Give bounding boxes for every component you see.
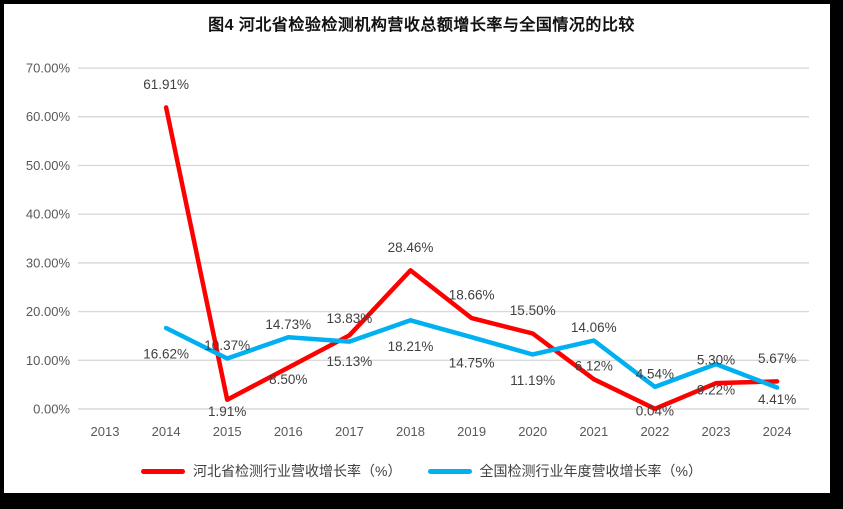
data-label: 0.04% xyxy=(636,403,674,418)
data-label: 14.75% xyxy=(449,356,495,371)
y-axis-tick-label: 20.00% xyxy=(26,304,71,319)
data-label: 1.91% xyxy=(208,404,246,419)
legend-item-hebei: 河北省检测行业营收增长率（%） xyxy=(141,461,402,481)
data-label: 6.12% xyxy=(575,359,613,374)
national-line-swatch xyxy=(427,468,472,474)
data-label: 5.67% xyxy=(758,351,796,366)
data-label: 4.41% xyxy=(758,392,796,407)
y-axis-tick-label: 30.00% xyxy=(26,255,71,270)
data-label: 28.46% xyxy=(388,240,434,255)
hebei-series-line xyxy=(163,105,780,412)
data-label: 61.91% xyxy=(143,77,189,92)
chart-background-panel xyxy=(4,4,830,493)
data-label: 4.54% xyxy=(636,366,674,381)
x-axis-tick-label: 2021 xyxy=(579,424,608,439)
y-axis-tick-label: 60.00% xyxy=(26,109,71,124)
data-label: 11.19% xyxy=(510,373,555,388)
data-label: 14.06% xyxy=(571,320,617,335)
national-series-line xyxy=(163,318,780,390)
y-axis-tick-label: 0.00% xyxy=(33,402,70,417)
chart-legend: 河北省检测行业营收增长率（%） 全国检测行业年度营收增长率（%） xyxy=(0,461,843,481)
data-label: 15.50% xyxy=(510,303,556,318)
data-label: 16.62% xyxy=(143,347,189,362)
x-axis-tick-label: 2024 xyxy=(763,424,792,439)
data-label: 8.50% xyxy=(269,372,307,387)
data-label: 18.21% xyxy=(388,339,434,354)
x-axis-tick-label: 2020 xyxy=(518,424,547,439)
x-axis-tick-label: 2013 xyxy=(91,424,120,439)
y-axis-tick-label: 50.00% xyxy=(26,158,71,173)
x-axis-tick-label: 2022 xyxy=(640,424,669,439)
legend-label-hebei: 河北省检测行业营收增长率（%） xyxy=(193,463,402,479)
legend-item-national: 全国检测行业年度营收增长率（%） xyxy=(427,461,702,481)
data-label: 13.83% xyxy=(327,311,373,326)
data-label: 10.37% xyxy=(204,338,250,353)
y-axis-tick-label: 40.00% xyxy=(26,207,71,222)
data-label: 18.66% xyxy=(449,288,495,303)
x-axis-tick-label: 2019 xyxy=(457,424,486,439)
chart-title: 图4 河北省检验检测机构营收总额增长率与全国情况的比较 xyxy=(208,17,635,34)
data-label: 15.13% xyxy=(327,354,373,369)
x-axis-tick-label: 2015 xyxy=(213,424,242,439)
hebei-line-swatch xyxy=(141,468,186,474)
x-axis-tick-label: 2018 xyxy=(396,424,425,439)
data-label: 9.22% xyxy=(697,383,735,398)
data-label: 5.30% xyxy=(697,353,735,368)
x-axis-tick-label: 2016 xyxy=(274,424,303,439)
y-axis-tick-label: 70.00% xyxy=(26,61,71,76)
x-axis-tick-label: 2023 xyxy=(702,424,731,439)
x-axis-tick-label: 2017 xyxy=(335,424,364,439)
data-label: 14.73% xyxy=(265,317,311,332)
legend-label-national: 全国检测行业年度营收增长率（%） xyxy=(479,463,702,479)
x-axis-tick-label: 2014 xyxy=(152,424,181,439)
y-axis-tick-label: 10.00% xyxy=(26,353,71,368)
